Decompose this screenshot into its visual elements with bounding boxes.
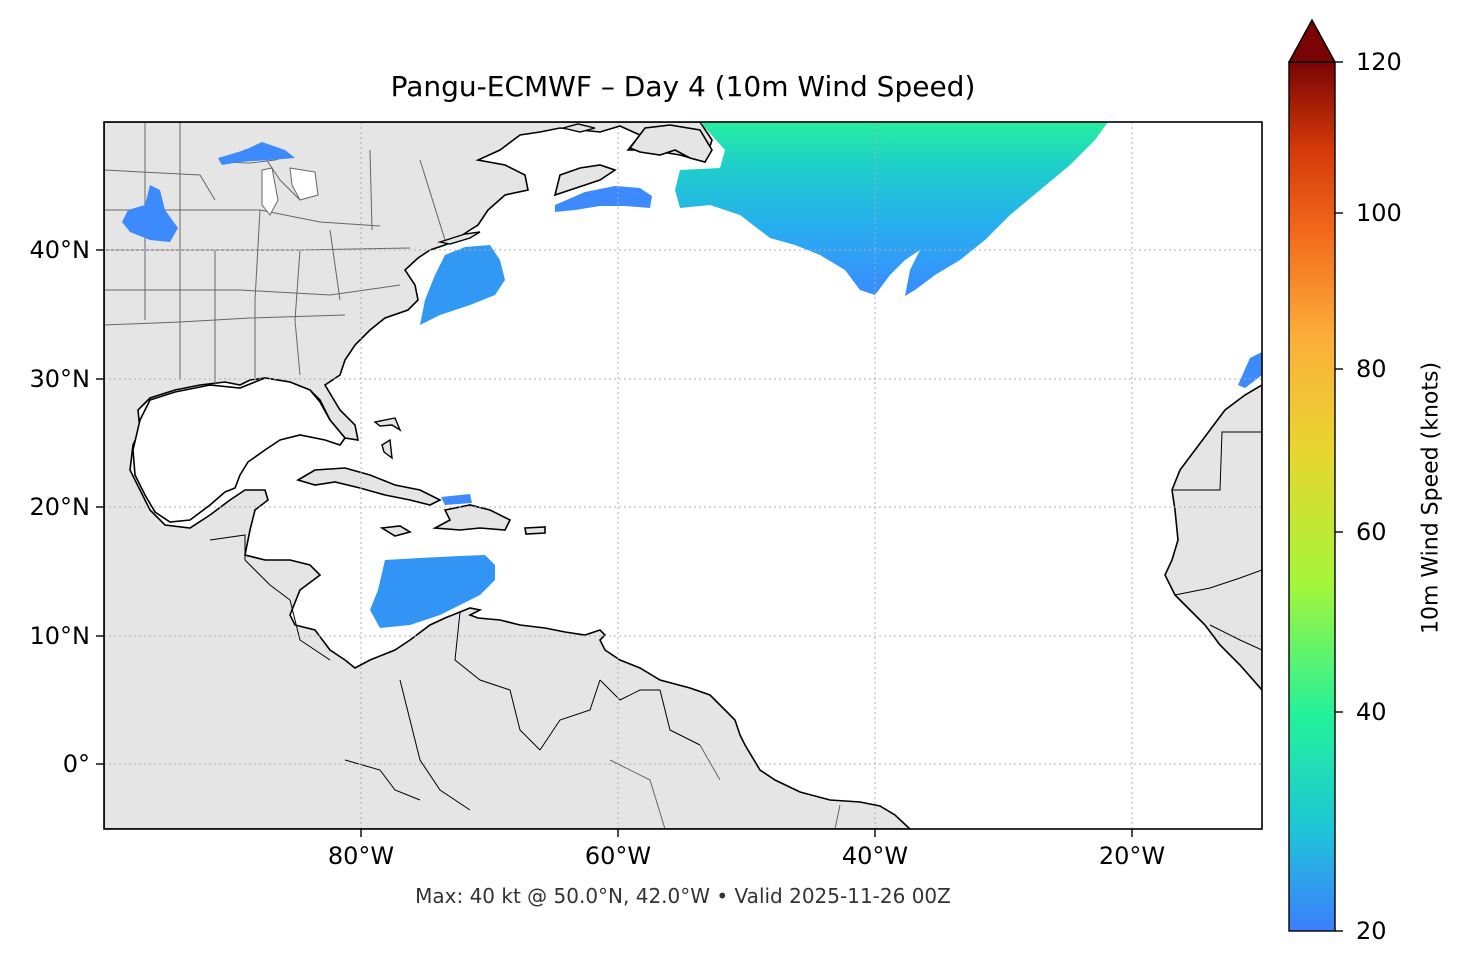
- wind-off-nova-scotia: [555, 186, 652, 212]
- colorbar-gradient: [1289, 62, 1335, 931]
- central-america-borders: [209, 534, 331, 661]
- lake-michigan: [261, 167, 279, 216]
- wind-caribbean: [370, 555, 495, 628]
- cuba: [296, 467, 442, 506]
- newfoundland: [628, 124, 713, 163]
- colorbar-tick-40: 40: [1356, 698, 1387, 726]
- map-area: [104, 122, 1262, 829]
- africa-land: [1164, 384, 1262, 692]
- bahamas: [373, 417, 402, 460]
- nova-scotia: [553, 164, 617, 197]
- wind-off-us-northeast: [420, 245, 505, 325]
- colorbar-tick-80: 80: [1356, 355, 1387, 383]
- map-frame: [103, 121, 1263, 830]
- wind-great-lakes: [122, 185, 178, 242]
- africa-borders: [1172, 431, 1262, 651]
- colorbar-tick-20: 20: [1356, 917, 1387, 945]
- lat-label-0: 0°: [62, 750, 90, 778]
- colorbar-extend-arrow: [1287, 18, 1337, 63]
- wind-north-atlantic-jet: [675, 122, 1108, 296]
- axis-ticks: [96, 249, 1133, 837]
- north-america-land: [104, 122, 912, 829]
- colorbar-ticks: [1335, 61, 1343, 932]
- long-island: [437, 231, 481, 245]
- jamaica: [379, 525, 413, 537]
- brazil-state-borders: [609, 744, 841, 829]
- map-title: Pangu-ECMWF – Day 4 (10m Wind Speed): [390, 70, 976, 103]
- puerto-rico: [524, 526, 546, 535]
- wind-lake-superior: [218, 142, 295, 165]
- colorbar-tick-60: 60: [1356, 518, 1387, 546]
- gulf-of-mexico: [132, 377, 347, 523]
- colorbar-title: 10m Wind Speed (knots): [1418, 361, 1444, 635]
- lat-label-30n: 30°N: [29, 365, 91, 393]
- south-america-borders: [344, 611, 701, 811]
- lat-label-40n: 40°N: [29, 236, 91, 264]
- lat-label-20n: 20°N: [29, 493, 91, 521]
- lon-label-20w: 20°W: [1098, 842, 1166, 870]
- max-wind-footer: Max: 40 kt @ 50.0°N, 42.0°W • Valid 2025…: [415, 884, 951, 908]
- lon-label-60w: 60°W: [584, 842, 652, 870]
- lon-label-80w: 80°W: [327, 842, 395, 870]
- colorbar-tick-100: 100: [1356, 199, 1402, 227]
- gridlines: [104, 122, 1262, 829]
- colorbar-tick-120: 120: [1356, 48, 1402, 76]
- lon-label-40w: 40°W: [841, 842, 909, 870]
- lake-huron: [289, 167, 319, 201]
- anticosti: [562, 123, 596, 133]
- wind-bahamas-patch: [441, 494, 472, 505]
- lat-label-10n: 10°N: [29, 622, 91, 650]
- colorbar-frame: [1288, 61, 1336, 932]
